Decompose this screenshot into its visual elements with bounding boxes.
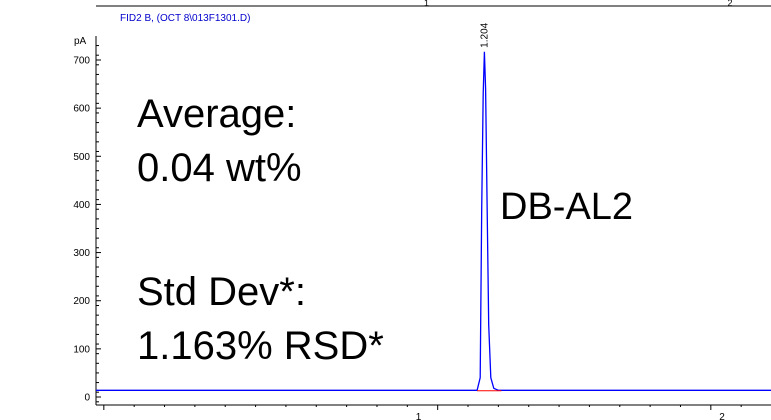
peak-retention-label: 1.204 (479, 22, 490, 47)
x-tick-label: 2 (719, 412, 725, 420)
stdev-value: 1.163% RSD* (137, 324, 384, 368)
average-label: Average: (137, 92, 297, 136)
x-tick-label: 1 (416, 412, 422, 420)
peak-labels: 1.204 (479, 22, 490, 47)
top-tick-label: 1 (424, 0, 429, 8)
y-tick-label: 400 (73, 200, 90, 211)
y-tick-label: 100 (73, 344, 90, 355)
y-tick-label: 600 (73, 104, 90, 115)
y-tick-label: 500 (73, 152, 90, 163)
y-tick-label: 300 (73, 248, 90, 259)
average-value: 0.04 wt% (137, 146, 302, 190)
y-axis-ticks: 0 100 200 300 400 500 600 700 (73, 45, 101, 404)
stdev-label: Std Dev*: (137, 270, 306, 314)
y-tick-label: 0 (84, 393, 90, 404)
column-name-label: DB-AL2 (500, 186, 634, 228)
signal-trace-line (96, 51, 771, 391)
y-tick-label: 200 (73, 296, 90, 307)
y-axis-unit-label: pA (74, 36, 87, 47)
signal-header-label: FID2 B, (OCT 8\013F1301.D) (120, 13, 250, 24)
top-tick-label: 2 (727, 0, 732, 8)
y-tick-label: 700 (73, 56, 90, 67)
